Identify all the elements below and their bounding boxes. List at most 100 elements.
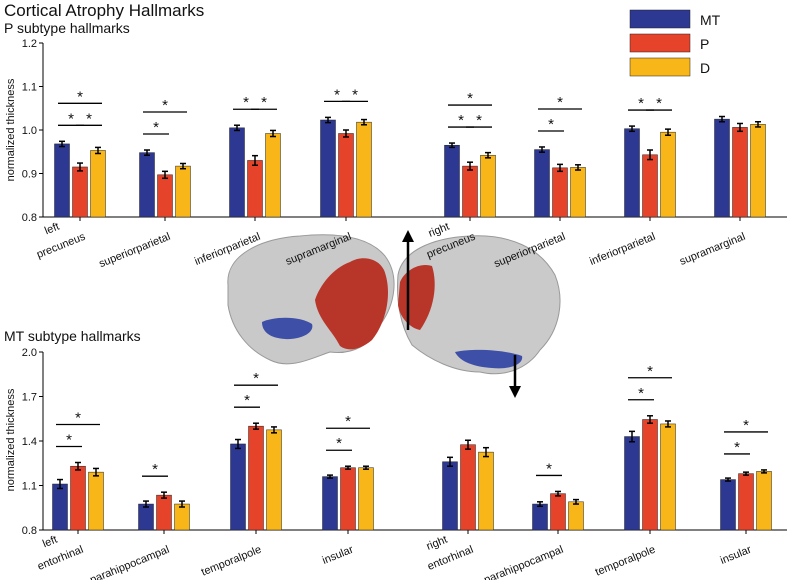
bar — [266, 429, 282, 531]
bar — [248, 425, 264, 531]
x-tick-label: supramarginal — [678, 231, 747, 268]
error-bar — [363, 465, 369, 470]
x-tick-label: superiorparietal — [97, 231, 172, 271]
significance-star: * — [244, 392, 250, 409]
error-bar — [761, 469, 767, 474]
y-tick-label: 1.0 — [22, 125, 37, 137]
bar — [72, 166, 88, 218]
error-bar — [144, 149, 150, 156]
legend-label: D — [700, 60, 710, 76]
error-bar — [325, 116, 331, 124]
group-label: right — [427, 221, 451, 240]
bar — [624, 128, 640, 218]
bar — [358, 467, 374, 531]
x-tick-label: insular — [719, 544, 754, 567]
legend-label: MT — [700, 12, 721, 28]
bar — [139, 152, 155, 218]
significance-star: * — [68, 110, 74, 127]
error-bar — [75, 461, 81, 471]
x-tick-label: precuneus — [35, 230, 88, 261]
error-bar — [179, 500, 185, 508]
error-bar — [737, 122, 743, 133]
significance-star: * — [467, 90, 473, 107]
bar — [442, 461, 458, 531]
bar — [138, 503, 154, 531]
y-tick-label: 0.8 — [22, 212, 37, 224]
legend-swatch — [629, 33, 691, 53]
y-axis-label: normalized thickness — [5, 78, 17, 181]
group-label: left — [43, 221, 61, 238]
x-tick-label: parahippocampal — [482, 544, 565, 580]
significance-star: * — [162, 97, 168, 114]
error-bar — [253, 422, 259, 430]
error-bar — [162, 170, 168, 180]
error-bar — [557, 163, 563, 173]
error-bar — [629, 430, 635, 443]
bar — [322, 476, 338, 531]
x-tick-label: parahippocampal — [88, 544, 171, 580]
y-axis-label: normalized thickness — [5, 388, 17, 491]
bar — [478, 451, 494, 531]
bar — [642, 154, 658, 218]
group-label: right — [425, 534, 449, 553]
group-label: left — [41, 534, 59, 551]
bar — [230, 443, 246, 531]
bar — [70, 465, 86, 531]
bar — [462, 165, 478, 218]
error-bar — [235, 438, 241, 450]
error-bar — [234, 124, 240, 132]
bar — [356, 121, 372, 218]
significance-star: * — [243, 94, 249, 111]
y-tick-label: 1.7 — [22, 392, 37, 404]
significance-star: * — [656, 95, 662, 112]
error-bar — [647, 149, 653, 161]
y-tick-label: 0.8 — [22, 525, 37, 537]
error-bar — [447, 456, 453, 467]
y-tick-label: 1.4 — [22, 436, 37, 448]
bar — [444, 144, 460, 218]
error-bar — [93, 467, 99, 477]
error-bar — [252, 154, 258, 166]
bar — [157, 174, 173, 218]
error-bar — [361, 118, 367, 126]
bar — [320, 119, 336, 218]
bar — [756, 471, 772, 531]
bar — [460, 444, 476, 531]
significance-star: * — [345, 413, 351, 430]
error-bar — [575, 164, 581, 171]
bar — [338, 133, 354, 218]
bar — [156, 494, 172, 531]
significance-star: * — [546, 460, 552, 477]
error-bar — [483, 446, 489, 458]
legend-label: P — [700, 36, 709, 52]
significance-star: * — [153, 119, 159, 136]
error-bar — [719, 115, 725, 123]
error-bar — [485, 151, 491, 159]
bar — [550, 493, 566, 531]
significance-star: * — [152, 461, 158, 478]
significance-star: * — [476, 112, 482, 129]
bar — [660, 423, 676, 531]
error-bar — [647, 415, 653, 424]
error-bar — [537, 501, 543, 508]
significance-star: * — [75, 410, 81, 427]
significance-star: * — [352, 86, 358, 103]
error-bar — [665, 420, 671, 428]
error-bar — [629, 125, 635, 133]
bar — [660, 131, 676, 218]
error-bar — [327, 474, 333, 479]
significance-star: * — [557, 94, 563, 111]
error-bar — [180, 162, 186, 170]
bar — [568, 501, 584, 531]
chart-title: P subtype hallmarks — [4, 20, 130, 36]
bar — [52, 483, 68, 531]
significance-star: * — [458, 112, 464, 129]
bar — [229, 127, 245, 218]
significance-star: * — [334, 86, 340, 103]
y-tick-label: 1.1 — [22, 481, 37, 493]
error-bar — [573, 498, 579, 505]
error-bar — [755, 120, 761, 128]
error-bar — [467, 161, 473, 171]
error-bar — [539, 146, 545, 153]
